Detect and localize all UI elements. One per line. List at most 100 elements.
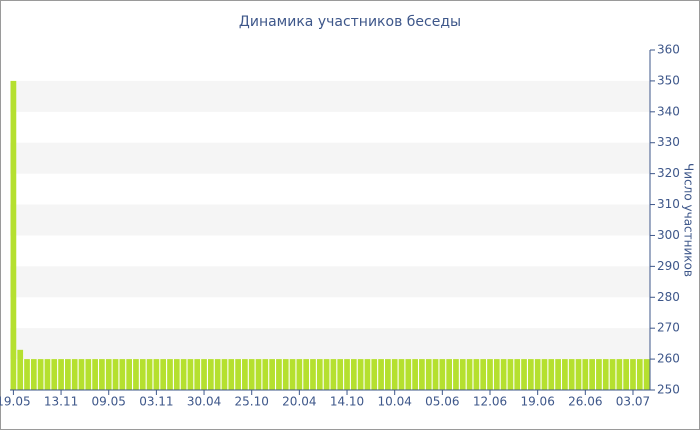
y-tick-label: 360 (657, 43, 680, 57)
bar (630, 359, 636, 390)
bar (255, 359, 262, 390)
bar (262, 359, 269, 390)
bar (65, 359, 71, 390)
bar (385, 359, 391, 390)
bar (24, 359, 30, 390)
bar (316, 359, 323, 390)
x-tick-label: 26.06 (568, 395, 602, 409)
bar (602, 359, 609, 390)
bar (180, 359, 187, 390)
bar (221, 359, 228, 390)
bar (527, 359, 534, 390)
bar (643, 359, 650, 390)
bar (85, 359, 92, 390)
bar (310, 359, 316, 390)
bar (344, 359, 350, 390)
y-tick-label: 350 (657, 73, 680, 87)
bar (575, 359, 582, 390)
x-tick-label: 13.11 (44, 395, 78, 409)
bar (187, 359, 194, 390)
bar (493, 359, 500, 390)
bar (521, 359, 527, 390)
bar (133, 359, 139, 390)
bar (487, 359, 493, 390)
y-tick-label: 310 (657, 197, 680, 211)
bar (446, 359, 453, 390)
bar (194, 359, 201, 390)
x-tick-label: 09.05 (92, 395, 126, 409)
bar (242, 359, 248, 390)
bar (10, 80, 17, 390)
bar (51, 359, 58, 390)
y-tick-label: 280 (657, 290, 680, 304)
bar (473, 359, 480, 390)
bar (201, 359, 207, 390)
bar (459, 359, 466, 390)
bar (623, 359, 630, 390)
y-tick-label: 320 (657, 166, 680, 180)
chart-title: Динамика участников беседы (239, 14, 461, 30)
bar (17, 349, 24, 390)
x-tick-label: 03.07 (616, 395, 650, 409)
bar (419, 359, 425, 390)
x-tick-label: 05.06 (425, 395, 459, 409)
bar (303, 359, 310, 390)
bar (323, 359, 330, 390)
bar (139, 359, 146, 390)
bar (37, 359, 44, 390)
bar (78, 359, 85, 390)
bar (466, 359, 473, 390)
bar (173, 359, 180, 390)
bar (398, 359, 405, 390)
x-tick-label: 14.10 (330, 395, 364, 409)
bar (589, 359, 595, 390)
bar (350, 359, 357, 390)
bar (371, 359, 378, 390)
y-tick-label: 260 (657, 352, 680, 366)
bar (112, 359, 119, 390)
y-axis-label: Число участников (682, 163, 696, 277)
bar (439, 359, 446, 390)
bar (507, 359, 514, 390)
bar (248, 359, 255, 390)
bar (636, 359, 643, 390)
x-tick-label: 10.04 (378, 395, 412, 409)
y-tick-label: 340 (657, 104, 680, 118)
bar (609, 359, 616, 390)
y-tick-label: 250 (657, 383, 680, 397)
bar (568, 359, 575, 390)
bar (337, 359, 344, 390)
bar (514, 359, 521, 390)
bar (596, 359, 602, 390)
bar (453, 359, 459, 390)
bar (276, 359, 282, 390)
bar (58, 359, 64, 390)
grid-band (10, 80, 650, 112)
bar (119, 359, 126, 390)
bar (153, 359, 160, 390)
grid-band (10, 266, 650, 298)
bar (391, 359, 398, 390)
bar (71, 359, 78, 390)
bar (582, 359, 589, 390)
bar (207, 359, 214, 390)
bar (167, 359, 173, 390)
bar (92, 359, 98, 390)
y-tick-label: 300 (657, 228, 680, 242)
y-tick-label: 290 (657, 259, 680, 273)
bar (500, 359, 507, 390)
bar (30, 359, 37, 390)
bar (44, 359, 51, 390)
bar (99, 359, 105, 390)
grid-band (10, 328, 650, 360)
bar (269, 359, 275, 390)
bar (616, 359, 623, 390)
y-tick-label: 330 (657, 135, 680, 149)
bar (214, 359, 221, 390)
bar (296, 359, 303, 390)
bar (330, 359, 337, 390)
x-tick-label: 20.04 (282, 395, 316, 409)
grid-band (10, 204, 650, 236)
bar (412, 359, 418, 390)
